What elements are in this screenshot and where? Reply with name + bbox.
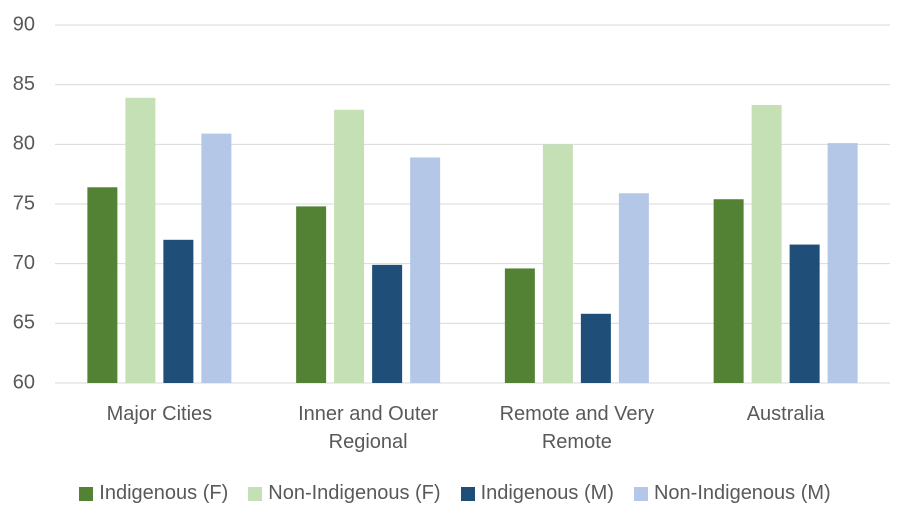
x-tick-label: Inner and Outer Regional bbox=[298, 403, 439, 453]
x-tick-label: Remote and Very Remote bbox=[499, 403, 655, 453]
legend-item: Indigenous (M) bbox=[460, 482, 614, 505]
legend-label: Non-Indigenous (M) bbox=[653, 482, 831, 504]
bar bbox=[163, 239, 194, 383]
legend-swatch bbox=[633, 486, 648, 501]
legend-swatch bbox=[460, 486, 475, 501]
legend-item: Non-Indigenous (M) bbox=[633, 482, 831, 505]
bar bbox=[504, 268, 535, 383]
y-tick-label: 60 bbox=[13, 371, 35, 393]
y-tick-label: 70 bbox=[13, 252, 35, 274]
bar bbox=[713, 199, 744, 383]
legend-item: Indigenous (F) bbox=[79, 482, 228, 505]
legend-item: Non-Indigenous (F) bbox=[248, 482, 441, 505]
bar bbox=[410, 157, 441, 383]
bar bbox=[334, 109, 365, 383]
bar bbox=[542, 144, 573, 383]
legend-label: Non-Indigenous (F) bbox=[268, 482, 441, 504]
y-tick-label: 65 bbox=[13, 312, 35, 334]
y-tick-label: 80 bbox=[13, 133, 35, 155]
bar bbox=[296, 206, 327, 383]
y-tick-label: 75 bbox=[13, 192, 35, 214]
x-tick-label: Major Cities bbox=[106, 403, 213, 425]
legend-label: Indigenous (M) bbox=[480, 482, 614, 504]
legend: Indigenous (F) Non-Indigenous (F) Indigeno… bbox=[0, 482, 910, 505]
legend-swatch bbox=[248, 486, 263, 501]
bar bbox=[87, 187, 118, 383]
legend-label: Indigenous (F) bbox=[99, 482, 229, 504]
bar bbox=[751, 104, 782, 383]
x-tick-label: Australia bbox=[746, 403, 825, 425]
bar bbox=[618, 193, 649, 383]
bar bbox=[827, 143, 858, 383]
y-tick-label: 90 bbox=[13, 13, 35, 35]
bar bbox=[580, 313, 611, 383]
y-tick-label: 85 bbox=[13, 73, 35, 95]
bar bbox=[789, 244, 820, 383]
bar bbox=[201, 133, 232, 383]
bar bbox=[125, 97, 156, 383]
bar bbox=[372, 264, 403, 383]
legend-swatch bbox=[79, 486, 94, 501]
